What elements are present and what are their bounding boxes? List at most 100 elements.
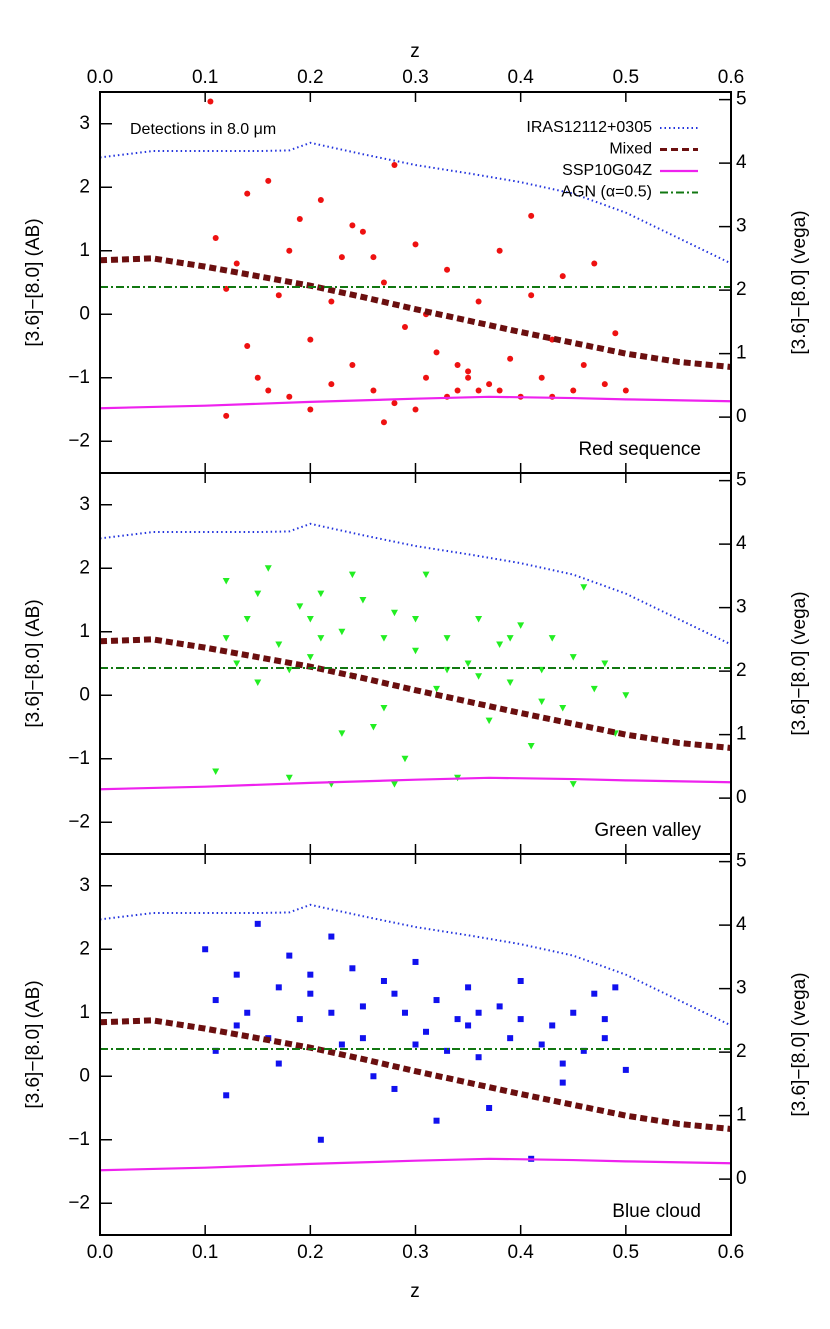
data-point: [275, 1060, 282, 1067]
data-point: [275, 984, 282, 991]
data-point: [433, 1117, 440, 1124]
data-point: [538, 698, 546, 706]
data-point: [275, 641, 283, 648]
data-point: [254, 679, 262, 687]
data-point: [506, 635, 514, 642]
data-point: [580, 1047, 587, 1054]
data-point: [265, 177, 272, 184]
y2-tick-label: 5: [736, 89, 747, 110]
data-point: [601, 381, 608, 388]
data-point: [423, 1028, 430, 1035]
data-point: [465, 368, 472, 375]
data-point: [559, 273, 566, 280]
data-point: [317, 635, 325, 642]
data-point: [612, 330, 619, 337]
data-point: [254, 374, 261, 381]
y-tick-label: −1: [68, 748, 90, 769]
y-tick-label: 0: [79, 1065, 90, 1086]
data-point: [296, 1016, 303, 1023]
data-point: [254, 920, 261, 927]
legend-label: AGN (α=0.5): [561, 184, 652, 201]
data-point: [486, 1105, 493, 1111]
data-point: [328, 381, 335, 388]
data-point: [286, 952, 293, 959]
data-point: [233, 660, 241, 667]
legend-label: IRAS12112+0305: [526, 119, 652, 136]
data-point: [517, 1016, 524, 1023]
data-point: [222, 635, 230, 642]
data-point: [380, 704, 388, 712]
data-point: [475, 1054, 482, 1061]
data-point: [349, 965, 356, 972]
panel-label: Red sequence: [578, 439, 701, 460]
data-point: [517, 622, 525, 629]
data-point: [212, 235, 219, 242]
data-point: [212, 997, 219, 1004]
x-tick-label: 0.4: [507, 67, 534, 88]
legend-label: SSP10G04Z: [562, 162, 652, 179]
y2-tick-label: 0: [736, 787, 747, 808]
y-tick-label: 1: [79, 621, 90, 642]
data-point: [380, 279, 387, 286]
annotation: Detections in 8.0 μm: [130, 121, 276, 138]
y2-tick-label: 2: [736, 1041, 747, 1062]
y2-tick-label: 2: [736, 660, 747, 681]
data-point: [244, 1009, 251, 1016]
data-point: [338, 254, 345, 261]
data-point: [528, 292, 535, 299]
data-point: [223, 1092, 230, 1099]
data-point: [538, 1041, 545, 1048]
data-point: [349, 362, 356, 369]
points: [207, 98, 629, 426]
data-point: [359, 597, 367, 604]
data-point: [443, 635, 451, 642]
data-point: [223, 412, 230, 419]
data-point: [233, 260, 240, 267]
data-point: [391, 162, 398, 169]
data-point: [601, 1035, 608, 1042]
y2-axis-label: [3.6]−[8.0] (vega): [789, 972, 810, 1116]
data-point: [454, 1016, 461, 1023]
y-tick-label: −2: [68, 1192, 90, 1213]
data-point: [285, 774, 293, 782]
y2-tick-label: 3: [736, 597, 747, 618]
x-tick-label: 0.5: [613, 1242, 639, 1263]
data-point: [307, 971, 314, 978]
data-point: [622, 387, 629, 394]
x-tick-label: 0.3: [402, 67, 428, 88]
legend-label: Mixed: [609, 141, 652, 158]
data-point: [275, 292, 282, 299]
data-point: [401, 1009, 408, 1016]
y-tick-label: −2: [68, 811, 90, 832]
y-tick-label: 1: [79, 240, 90, 261]
plot-frame: [99, 472, 732, 855]
data-point: [423, 374, 430, 381]
model-line: [100, 636, 731, 751]
data-point: [307, 990, 314, 997]
data-point: [475, 387, 482, 394]
y2-tick-label: 5: [736, 470, 747, 491]
data-point: [391, 990, 398, 997]
data-point: [549, 1022, 556, 1029]
y2-tick-label: 4: [736, 914, 747, 935]
data-point: [422, 571, 430, 579]
x-tick-label: 0.0: [87, 1242, 113, 1263]
model-line: [100, 1157, 731, 1172]
x-tick-label: 0.3: [402, 1242, 428, 1263]
data-point: [328, 933, 335, 940]
data-point: [412, 647, 419, 655]
y2-tick-label: 5: [736, 851, 747, 872]
data-point: [412, 1041, 419, 1048]
data-point: [328, 298, 335, 305]
data-point: [380, 978, 387, 984]
data-point: [286, 393, 293, 400]
x-tick-label: 0.4: [507, 1242, 534, 1263]
y2-tick-label: 1: [736, 343, 747, 364]
data-point: [212, 768, 220, 775]
data-point: [317, 1136, 324, 1143]
data-point: [433, 349, 440, 356]
data-point: [548, 635, 556, 642]
data-point: [412, 958, 419, 965]
y-tick-label: 3: [79, 494, 90, 515]
x-tick-label: 0.6: [718, 1242, 744, 1263]
